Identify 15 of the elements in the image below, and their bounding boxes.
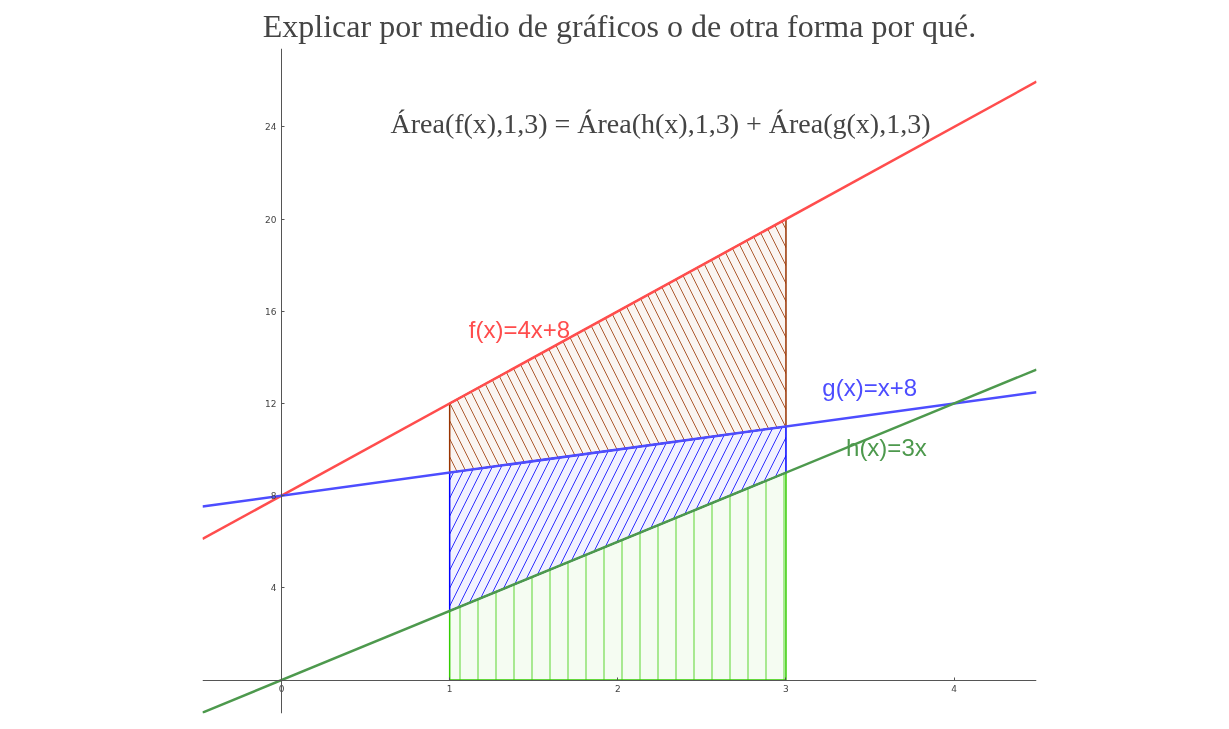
chart-title: Explicar por medio de gráficos o de otra forma por qué. [262, 7, 977, 44]
y-tick-label: 4 [270, 583, 277, 594]
series-label: h(x)=3x [846, 434, 927, 462]
y-tick-label: 16 [265, 306, 277, 317]
annotation: Área(f(x),1,3) = Área(h(x),1,3) + Área(g(x),1,3) [390, 107, 931, 139]
y-tick-label: 12 [265, 398, 277, 409]
x-tick-label: 1 [446, 684, 453, 695]
y-tick-label: 24 [265, 122, 277, 133]
x-tick-label: 4 [951, 684, 958, 695]
x-tick-label: 3 [783, 684, 789, 695]
x-tick-label: 2 [614, 684, 621, 695]
y-tick-label: 8 [270, 491, 277, 502]
y-tick-label: 20 [265, 214, 277, 225]
series-label: g(x)=x+8 [822, 374, 918, 402]
series-label: f(x)=4x+8 [468, 316, 571, 344]
